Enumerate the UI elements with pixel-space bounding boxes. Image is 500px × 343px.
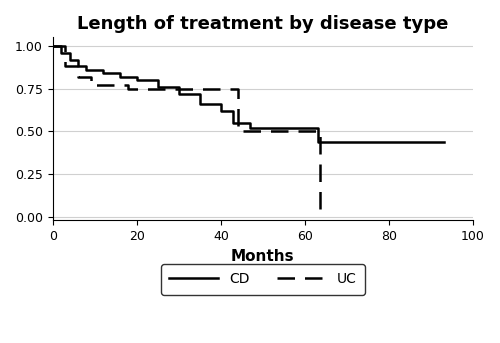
CD [302, 126, 308, 130]
CD [176, 85, 182, 89]
CD [302, 126, 308, 130]
Legend: CD, UC: CD, UC [161, 264, 365, 295]
Line: UC: UC [52, 46, 320, 217]
UC [50, 44, 56, 48]
CD [218, 109, 224, 113]
CD [176, 92, 182, 96]
CD [134, 78, 140, 82]
CD [134, 75, 140, 79]
CD [66, 58, 72, 62]
CD [230, 121, 236, 125]
CD [84, 64, 89, 69]
CD [75, 64, 81, 69]
UC [62, 44, 68, 48]
CD [155, 85, 161, 89]
UC [316, 215, 322, 219]
CD [50, 44, 56, 48]
UC [75, 75, 81, 79]
CD [100, 71, 106, 75]
CD [314, 126, 320, 130]
CD [197, 102, 203, 106]
CD [117, 75, 123, 79]
CD [248, 126, 254, 130]
CD [100, 68, 106, 72]
UC [75, 64, 81, 69]
UC [88, 75, 94, 79]
UC [316, 129, 322, 133]
Title: Length of treatment by disease type: Length of treatment by disease type [77, 15, 448, 33]
CD [66, 51, 72, 55]
CD [197, 92, 203, 96]
CD [440, 140, 446, 144]
CD [75, 58, 81, 62]
UC [230, 86, 236, 91]
CD [84, 68, 89, 72]
UC [62, 64, 68, 69]
X-axis label: Months: Months [231, 249, 294, 264]
CD [218, 102, 224, 106]
UC [88, 83, 94, 87]
CD [314, 140, 320, 144]
UC [230, 86, 236, 91]
UC [314, 129, 320, 133]
CD [248, 121, 254, 125]
CD [117, 71, 123, 75]
UC [126, 86, 132, 91]
CD [155, 78, 161, 82]
UC [234, 129, 240, 133]
UC [234, 86, 240, 91]
CD [440, 140, 446, 144]
CD [58, 44, 64, 48]
UC [126, 83, 132, 87]
Line: CD: CD [52, 46, 444, 142]
UC [314, 129, 320, 133]
CD [58, 51, 64, 55]
CD [230, 109, 236, 113]
